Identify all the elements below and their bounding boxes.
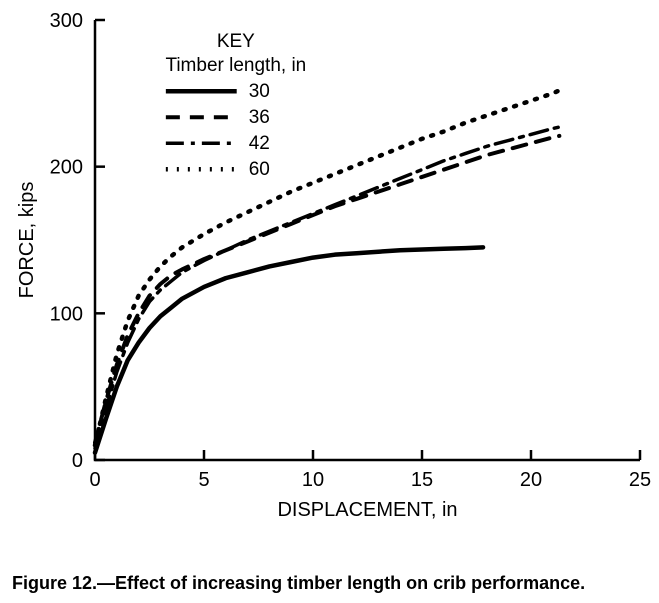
legend-label: 36 [249, 107, 270, 128]
x-tick-label: 15 [411, 469, 433, 491]
legend-label: 30 [249, 81, 270, 102]
figure-container: 0 5 10 15 20 25 0 100 200 300 DISPLACEMENT, in FORC… [0, 0, 659, 603]
x-tick-label: 20 [520, 469, 542, 491]
legend-label: 60 [249, 159, 270, 180]
chart: 0 5 10 15 20 25 0 100 200 300 DISPLACEMENT, in FORC… [0, 0, 659, 540]
x-tick-label: 5 [198, 469, 209, 491]
y-tick-label: 300 [50, 10, 83, 32]
x-axis-label: DISPLACEMENT, in [277, 499, 457, 521]
legend-subtitle: Timber length, in [165, 55, 306, 76]
figure-caption: Figure 12.—Effect of increasing timber l… [0, 571, 659, 595]
y-axis-label: FORCE, kips [16, 182, 38, 299]
x-tick-label: 10 [302, 469, 324, 491]
y-tick-label: 100 [50, 303, 83, 325]
caption-prefix: Figure 12.— [12, 573, 115, 593]
x-tick-label: 0 [89, 469, 100, 491]
legend-title: KEY [217, 31, 255, 52]
x-tick-label: 25 [629, 469, 651, 491]
caption-text: Effect of increasing timber length on cr… [115, 573, 585, 593]
legend-label: 42 [249, 133, 270, 154]
y-tick-label: 200 [50, 157, 83, 179]
y-tick-label: 0 [72, 450, 83, 472]
